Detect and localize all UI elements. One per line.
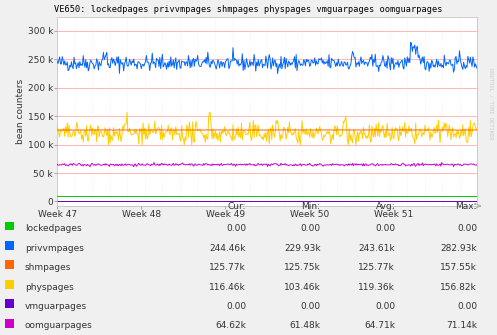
Text: 61.48k: 61.48k [290,322,321,330]
Text: 64.71k: 64.71k [364,322,395,330]
Text: 71.14k: 71.14k [446,322,477,330]
Text: 0.00: 0.00 [375,224,395,233]
Text: 0.00: 0.00 [457,302,477,311]
Text: 157.55k: 157.55k [440,263,477,272]
Text: Max:: Max: [456,202,477,211]
Text: 64.62k: 64.62k [215,322,246,330]
Text: RRDTOOL / TOBI OETIKER: RRDTOOL / TOBI OETIKER [489,68,494,140]
Text: oomguarpages: oomguarpages [25,322,92,330]
Text: 156.82k: 156.82k [440,283,477,291]
Text: 244.46k: 244.46k [210,244,246,253]
Text: lockedpages: lockedpages [25,224,82,233]
Text: 0.00: 0.00 [301,224,321,233]
Text: 229.93k: 229.93k [284,244,321,253]
Text: Min:: Min: [302,202,321,211]
Text: 125.77k: 125.77k [209,263,246,272]
Text: VE650: lockedpages privvmpages shmpages physpages vmguarpages oomguarpages: VE650: lockedpages privvmpages shmpages … [54,5,443,14]
Text: Avg:: Avg: [376,202,395,211]
Text: privvmpages: privvmpages [25,244,83,253]
Text: 243.61k: 243.61k [358,244,395,253]
Text: 125.75k: 125.75k [284,263,321,272]
Text: 282.93k: 282.93k [440,244,477,253]
Text: 103.46k: 103.46k [284,283,321,291]
Text: 0.00: 0.00 [375,302,395,311]
Text: 119.36k: 119.36k [358,283,395,291]
Text: 0.00: 0.00 [301,302,321,311]
Text: physpages: physpages [25,283,74,291]
Text: shmpages: shmpages [25,263,71,272]
Text: Cur:: Cur: [228,202,246,211]
Text: 0.00: 0.00 [457,224,477,233]
Text: 116.46k: 116.46k [209,283,246,291]
Text: 0.00: 0.00 [226,224,246,233]
Text: vmguarpages: vmguarpages [25,302,87,311]
Y-axis label: bean counters: bean counters [16,79,25,144]
Text: 0.00: 0.00 [226,302,246,311]
Text: 125.77k: 125.77k [358,263,395,272]
